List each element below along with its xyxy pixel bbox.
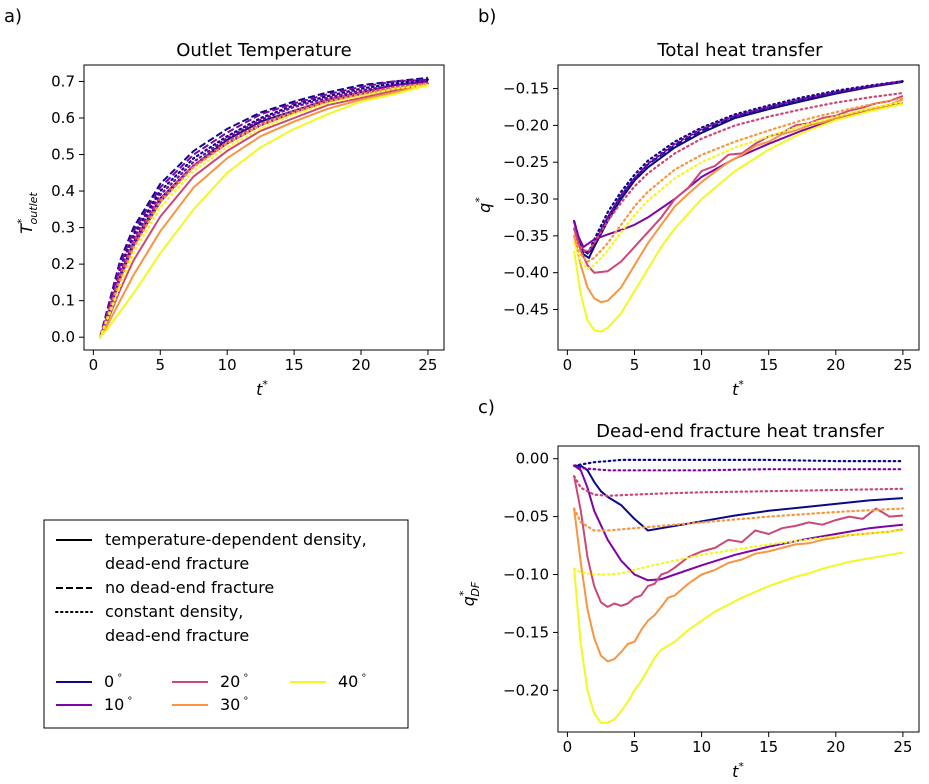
panel-a-series-40-dotted bbox=[98, 83, 429, 339]
panel-c-series-40-dotted bbox=[572, 529, 905, 576]
x-tick-label: 15 bbox=[285, 356, 304, 374]
panel-a-series-30-solid bbox=[99, 84, 429, 338]
panel-b-series-0-dashed bbox=[573, 80, 904, 256]
panel-c-series-20-dotted bbox=[572, 475, 905, 497]
panel-a-ylabel: T*outlet bbox=[15, 192, 40, 234]
panel-b-plot: 0 5 10 15 20 25 −0.45 −0.40 −0.35 −0.30 −0.25 −0.20… bbox=[503, 64, 920, 374]
panel-a-series-20-solid bbox=[99, 84, 429, 338]
panel-b-title: Total heat transfer bbox=[656, 40, 823, 61]
y-tick-label: 0.6 bbox=[51, 109, 75, 127]
panel-b-series-40-dotted bbox=[572, 100, 905, 271]
panel-a-series-0-solid bbox=[99, 80, 429, 338]
panel-c-series-30-dotted bbox=[572, 507, 905, 532]
x-tick-label: 5 bbox=[630, 738, 640, 756]
x-tick-label: 25 bbox=[893, 356, 912, 374]
x-tick-label: 20 bbox=[826, 738, 845, 756]
y-tick-label: −0.20 bbox=[503, 116, 549, 134]
x-tick-label: 0 bbox=[563, 738, 573, 756]
y-tick-label: −0.30 bbox=[503, 190, 549, 208]
panel-a-series-10-dotted bbox=[98, 80, 429, 339]
y-tick-label: 0.00 bbox=[516, 450, 549, 468]
panel-c-series-30-solid bbox=[573, 508, 904, 663]
legend: temperature-dependent density, dead-end f… bbox=[43, 519, 409, 729]
panel-b-letter: b) bbox=[478, 6, 496, 27]
panel-b-series-10-solid bbox=[573, 102, 904, 248]
x-tick-label: 10 bbox=[692, 738, 711, 756]
x-tick-label: 25 bbox=[893, 738, 912, 756]
x-tick-label: 5 bbox=[156, 356, 166, 374]
panel-c-series-40-solid bbox=[573, 551, 904, 724]
x-tick-label: 0 bbox=[89, 356, 99, 374]
panel-c-title: Dead-end fracture heat transfer bbox=[596, 421, 884, 442]
x-tick-label: 0 bbox=[563, 356, 573, 374]
x-tick-label: 10 bbox=[692, 356, 711, 374]
panel-a-plot: 0 5 10 15 20 25 0.0 0.1 0.2 0.3 0.4 0.5 0.6 0.7 bbox=[51, 64, 445, 374]
legend-box bbox=[43, 519, 409, 729]
panel-a-series-10-dashed bbox=[99, 78, 428, 338]
y-tick-label: 0.2 bbox=[51, 255, 75, 273]
legend-style-dashed-label: no dead-end fracture bbox=[105, 578, 274, 597]
panel-b-series-10-dotted bbox=[572, 80, 905, 254]
panel-c-series-10-solid bbox=[573, 464, 904, 582]
legend-style-dotted-label: dead-end fracture bbox=[105, 626, 249, 645]
panel-c-frame bbox=[557, 445, 920, 733]
y-tick-label: 0.3 bbox=[51, 219, 75, 237]
y-tick-label: −0.45 bbox=[503, 300, 549, 318]
panel-b-series-30-dotted bbox=[572, 96, 905, 263]
y-tick-label: −0.40 bbox=[503, 264, 549, 282]
panel-a-series-20-dotted bbox=[98, 82, 429, 339]
panel-b-series-0-dotted bbox=[572, 80, 905, 254]
panel-c-series-20-solid bbox=[573, 475, 903, 608]
x-tick-label: 20 bbox=[351, 356, 370, 374]
x-tick-label: 20 bbox=[826, 356, 845, 374]
panel-c-series-0-solid bbox=[574, 464, 903, 532]
panel-a-series-30-dotted bbox=[98, 82, 429, 339]
y-tick-label: −0.05 bbox=[503, 508, 549, 526]
panel-a-series-0-dashed bbox=[99, 76, 429, 338]
y-tick-label: 0.1 bbox=[51, 292, 75, 310]
panel-b-series-40-solid bbox=[573, 103, 904, 333]
y-tick-label: −0.35 bbox=[503, 227, 549, 245]
panel-c-ylabel: q*DF bbox=[457, 581, 482, 606]
panel-c-plot: 0 5 10 15 20 25 −0.20 −0.15 −0.10 −0.05 0.00 bbox=[503, 445, 920, 756]
x-tick-label: 5 bbox=[630, 356, 640, 374]
y-tick-label: 0.5 bbox=[51, 146, 75, 164]
panel-a-frame bbox=[83, 64, 445, 351]
legend-style-solid-label: dead-end fracture bbox=[105, 554, 249, 573]
legend-style-solid-label: temperature-dependent density, bbox=[105, 530, 367, 549]
panel-b-xlabel: t* bbox=[732, 378, 744, 399]
y-tick-label: −0.10 bbox=[503, 566, 549, 584]
y-tick-label: −0.15 bbox=[503, 80, 549, 98]
x-tick-label: 15 bbox=[759, 738, 778, 756]
panel-b-series-20-solid bbox=[573, 94, 904, 274]
y-tick-label: −0.20 bbox=[503, 681, 549, 699]
panel-b-series-20-dotted bbox=[572, 91, 905, 252]
panel-a-letter: a) bbox=[4, 6, 22, 27]
x-tick-label: 10 bbox=[218, 356, 237, 374]
panel-c-series-0-dotted bbox=[572, 458, 905, 467]
y-tick-label: −0.25 bbox=[503, 153, 549, 171]
panel-a-title: Outlet Temperature bbox=[176, 40, 352, 61]
panel-c-series-10-dotted bbox=[572, 464, 905, 472]
panel-a-series-40-solid bbox=[99, 84, 429, 338]
legend-style-dotted-label: constant density, bbox=[105, 602, 243, 621]
panel-b-ylabel: q* bbox=[473, 197, 494, 213]
x-tick-label: 25 bbox=[418, 356, 437, 374]
x-tick-label: 15 bbox=[759, 356, 778, 374]
panel-c-letter: c) bbox=[478, 397, 495, 418]
panel-b-frame bbox=[557, 64, 920, 351]
panel-b-series-30-solid bbox=[573, 98, 904, 304]
panel-c-xlabel: t* bbox=[732, 760, 744, 781]
panel-b-series-0-solid bbox=[573, 80, 904, 259]
y-tick-label: 0.7 bbox=[51, 72, 75, 90]
y-tick-label: −0.15 bbox=[503, 623, 549, 641]
y-tick-label: 0.4 bbox=[51, 182, 75, 200]
panel-a-xlabel: t* bbox=[256, 378, 268, 399]
y-tick-label: 0.0 bbox=[51, 328, 75, 346]
